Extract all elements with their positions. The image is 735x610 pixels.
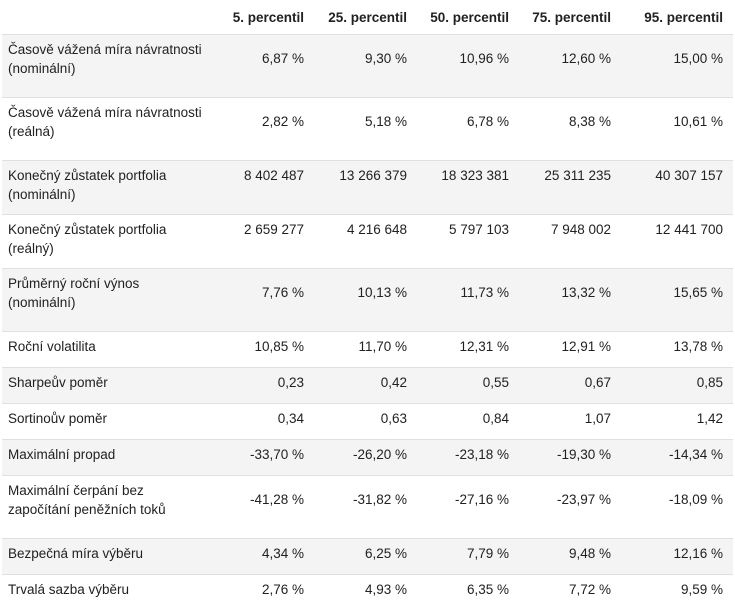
cell-p95: 0,85 xyxy=(621,368,733,404)
cell-p5: -41,28 % xyxy=(212,476,314,539)
table-row: Průměrný roční výnos (nominální) 7,76 % … xyxy=(2,269,733,332)
table-row: Sharpeův poměr 0,23 0,42 0,55 0,67 0,85 xyxy=(2,368,733,404)
cell-p5: 7,76 % xyxy=(212,269,314,332)
cell-p25: 4,93 % xyxy=(314,575,417,610)
cell-p50: 0,55 xyxy=(417,368,519,404)
cell-p95: 15,00 % xyxy=(621,35,733,98)
cell-p5: 8 402 487 xyxy=(212,161,314,215)
table-row: Konečný zůstatek portfolia (reálný) 2 65… xyxy=(2,215,733,269)
cell-p5: 2,76 % xyxy=(212,575,314,610)
row-label: Bezpečná míra výběru xyxy=(2,539,212,575)
table-row: Sortinoův poměr 0,34 0,63 0,84 1,07 1,42 xyxy=(2,404,733,440)
cell-p50: 0,84 xyxy=(417,404,519,440)
cell-p95: -18,09 % xyxy=(621,476,733,539)
table-row: Maximální čerpání bez započítání peněžní… xyxy=(2,476,733,539)
header-percentile-95: 95. percentil xyxy=(621,0,733,35)
row-label: Konečný zůstatek portfolia (reálný) xyxy=(2,215,212,269)
table-row: Konečný zůstatek portfolia (nominální) 8… xyxy=(2,161,733,215)
table-row: Roční volatilita 10,85 % 11,70 % 12,31 %… xyxy=(2,332,733,368)
cell-p25: 5,18 % xyxy=(314,98,417,161)
cell-p50: 10,96 % xyxy=(417,35,519,98)
cell-p50: 7,79 % xyxy=(417,539,519,575)
cell-p5: 2,82 % xyxy=(212,98,314,161)
row-label: Časově vážená míra návratnosti (nomináln… xyxy=(2,35,212,98)
cell-p25: -31,82 % xyxy=(314,476,417,539)
cell-p95: 12 441 700 xyxy=(621,215,733,269)
cell-p95: 10,61 % xyxy=(621,98,733,161)
cell-p95: 15,65 % xyxy=(621,269,733,332)
cell-p25: 11,70 % xyxy=(314,332,417,368)
row-label: Průměrný roční výnos (nominální) xyxy=(2,269,212,332)
cell-p95: 12,16 % xyxy=(621,539,733,575)
cell-p50: 5 797 103 xyxy=(417,215,519,269)
cell-p5: 4,34 % xyxy=(212,539,314,575)
cell-p95: 9,59 % xyxy=(621,575,733,610)
cell-p50: 11,73 % xyxy=(417,269,519,332)
cell-p5: 0,34 xyxy=(212,404,314,440)
cell-p75: 12,91 % xyxy=(519,332,621,368)
table-row: Časově vážená míra návratnosti (nomináln… xyxy=(2,35,733,98)
cell-p25: 10,13 % xyxy=(314,269,417,332)
row-label: Roční volatilita xyxy=(2,332,212,368)
table-row: Maximální propad -33,70 % -26,20 % -23,1… xyxy=(2,440,733,476)
header-percentile-5: 5. percentil xyxy=(212,0,314,35)
cell-p25: 0,42 xyxy=(314,368,417,404)
row-label: Maximální čerpání bez započítání peněžní… xyxy=(2,476,212,539)
cell-p25: 0,63 xyxy=(314,404,417,440)
row-label: Sharpeův poměr xyxy=(2,368,212,404)
cell-p25: 13 266 379 xyxy=(314,161,417,215)
row-label: Konečný zůstatek portfolia (nominální) xyxy=(2,161,212,215)
cell-p75: 8,38 % xyxy=(519,98,621,161)
cell-p50: 12,31 % xyxy=(417,332,519,368)
cell-p5: 0,23 xyxy=(212,368,314,404)
header-row: 5. percentil 25. percentil 50. percentil… xyxy=(2,0,733,35)
cell-p95: 1,42 xyxy=(621,404,733,440)
row-label: Maximální propad xyxy=(2,440,212,476)
cell-p50: -23,18 % xyxy=(417,440,519,476)
cell-p95: -14,34 % xyxy=(621,440,733,476)
cell-p25: 6,25 % xyxy=(314,539,417,575)
cell-p50: 18 323 381 xyxy=(417,161,519,215)
cell-p25: 4 216 648 xyxy=(314,215,417,269)
cell-p95: 13,78 % xyxy=(621,332,733,368)
cell-p5: 2 659 277 xyxy=(212,215,314,269)
cell-p75: 1,07 xyxy=(519,404,621,440)
cell-p75: 7 948 002 xyxy=(519,215,621,269)
table-row: Bezpečná míra výběru 4,34 % 6,25 % 7,79 … xyxy=(2,539,733,575)
row-label: Časově vážená míra návratnosti (reálná) xyxy=(2,98,212,161)
cell-p75: -23,97 % xyxy=(519,476,621,539)
cell-p75: 13,32 % xyxy=(519,269,621,332)
cell-p95: 40 307 157 xyxy=(621,161,733,215)
cell-p75: 9,48 % xyxy=(519,539,621,575)
header-percentile-75: 75. percentil xyxy=(519,0,621,35)
cell-p75: 0,67 xyxy=(519,368,621,404)
cell-p5: -33,70 % xyxy=(212,440,314,476)
row-label: Sortinoův poměr xyxy=(2,404,212,440)
cell-p25: 9,30 % xyxy=(314,35,417,98)
cell-p50: 6,35 % xyxy=(417,575,519,610)
cell-p75: 25 311 235 xyxy=(519,161,621,215)
row-label: Trvalá sazba výběru xyxy=(2,575,212,610)
table-row: Časově vážená míra návratnosti (reálná) … xyxy=(2,98,733,161)
cell-p75: 7,72 % xyxy=(519,575,621,610)
header-percentile-25: 25. percentil xyxy=(314,0,417,35)
table-header: 5. percentil 25. percentil 50. percentil… xyxy=(2,0,733,35)
header-percentile-50: 50. percentil xyxy=(417,0,519,35)
cell-p75: 12,60 % xyxy=(519,35,621,98)
cell-p5: 6,87 % xyxy=(212,35,314,98)
cell-p75: -19,30 % xyxy=(519,440,621,476)
header-metric xyxy=(2,0,212,35)
table-body: Časově vážená míra návratnosti (nomináln… xyxy=(2,35,733,610)
table-row: Trvalá sazba výběru 2,76 % 4,93 % 6,35 %… xyxy=(2,575,733,610)
cell-p50: -27,16 % xyxy=(417,476,519,539)
cell-p50: 6,78 % xyxy=(417,98,519,161)
cell-p25: -26,20 % xyxy=(314,440,417,476)
cell-p5: 10,85 % xyxy=(212,332,314,368)
